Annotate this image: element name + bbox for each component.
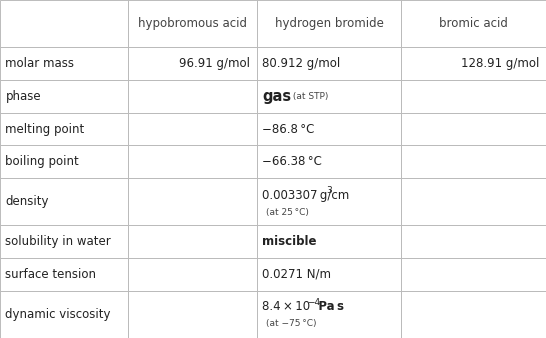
Bar [128,225,257,258]
Bar [401,178,546,225]
Bar [257,178,401,225]
Bar [128,0,257,47]
Text: 80.912 g/mol: 80.912 g/mol [262,57,340,70]
Bar [401,291,546,338]
Text: 3: 3 [327,186,333,195]
Text: molar mass: molar mass [5,57,74,70]
Bar [257,145,401,178]
Text: 0.0271 N/m: 0.0271 N/m [262,268,331,281]
Text: density: density [5,195,49,208]
Bar [257,258,401,291]
Bar [257,47,401,80]
Bar [401,113,546,145]
Text: −86.8 °C: −86.8 °C [262,123,314,136]
Bar [0,258,128,291]
Bar [128,145,257,178]
Bar [128,80,257,113]
Text: (at STP): (at STP) [290,92,329,101]
Text: surface tension: surface tension [5,268,97,281]
Bar [257,80,401,113]
Text: 0.003307 g/cm: 0.003307 g/cm [262,189,349,202]
Text: dynamic viscosity: dynamic viscosity [5,308,111,321]
Bar [0,225,128,258]
Bar [0,47,128,80]
Text: melting point: melting point [5,123,85,136]
Bar [401,145,546,178]
Bar [257,113,401,145]
Text: 128.91 g/mol: 128.91 g/mol [461,57,539,70]
Text: bromic acid: bromic acid [439,17,508,30]
Text: hypobromous acid: hypobromous acid [138,17,247,30]
Bar [257,291,401,338]
Bar [0,0,128,47]
Bar [128,291,257,338]
Bar [0,178,128,225]
Bar [0,145,128,178]
Text: (at 25 °C): (at 25 °C) [266,208,310,217]
Bar [0,113,128,145]
Text: miscible: miscible [262,235,317,248]
Text: (at −75 °C): (at −75 °C) [266,319,317,328]
Bar [257,0,401,47]
Bar [401,0,546,47]
Bar [257,225,401,258]
Text: −66.38 °C: −66.38 °C [262,155,322,168]
Text: hydrogen bromide: hydrogen bromide [275,17,383,30]
Bar [128,258,257,291]
Bar [0,291,128,338]
Bar [401,47,546,80]
Bar [128,47,257,80]
Bar [401,258,546,291]
Text: 96.91 g/mol: 96.91 g/mol [179,57,250,70]
Text: boiling point: boiling point [5,155,79,168]
Text: −4: −4 [307,297,321,307]
Text: phase: phase [5,90,41,103]
Text: gas: gas [262,89,291,104]
Bar [128,113,257,145]
Bar [0,80,128,113]
Bar [401,80,546,113]
Text: 8.4 × 10: 8.4 × 10 [262,300,310,313]
Bar [401,225,546,258]
Bar [128,178,257,225]
Text: Pa s: Pa s [316,300,343,313]
Text: solubility in water: solubility in water [5,235,111,248]
